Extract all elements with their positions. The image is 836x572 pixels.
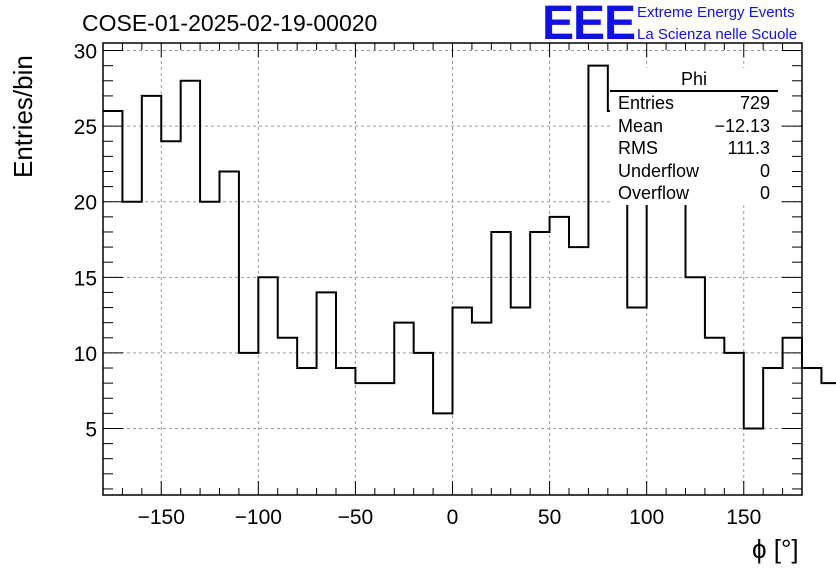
histogram-bin [686,277,705,495]
histogram-bin [355,383,374,495]
logo-line-2: La Scienza nelle Scuole [637,26,798,43]
y-tick-label: 10 [74,343,97,366]
stats-label: Mean [618,115,664,136]
histogram-bin [705,338,724,495]
histogram-bin [647,156,666,495]
stats-value: 0 [759,160,770,181]
x-tick-label: 100 [629,506,664,529]
histogram-bin [122,202,141,495]
histogram-bin [394,323,413,495]
histogram-bin [375,383,394,495]
x-tick-label: −100 [235,506,282,529]
histogram-bin [802,368,821,495]
x-tick-label: 50 [538,506,561,529]
stats-value: 111.3 [727,138,770,158]
stats-value: 0 [759,183,770,203]
stats-row: Mean −12.13 [610,115,778,138]
stats-label: Underflow [618,160,700,181]
chart-title: COSE-01-2025-02-19-00020 [82,10,378,36]
histogram-bin [297,368,316,495]
x-axis-label: ϕ [°] [752,534,799,564]
histogram-bin [181,81,200,495]
x-tick-label: −50 [338,506,374,529]
histogram-bin [783,338,802,495]
histogram-bin [258,277,277,495]
stats-title: Phi [610,68,778,92]
histogram-bin [530,232,549,495]
histogram-bin [161,141,180,495]
histogram-bin [511,308,530,495]
logo-line-1: Extreme Energy Events [637,4,795,21]
histogram-bin [627,308,646,495]
histogram-bin [550,217,569,495]
axes [102,42,803,496]
y-tick-label: 25 [74,116,97,139]
histogram-bin [220,171,239,495]
tick-labels: −150 −100 −50 0 50 100 150 5 10 15 20 25 30 [74,41,762,529]
histogram-bin [744,428,763,495]
stats-box: Phi Entries 729 Mean −12.13 RMS 111.3 Under… [610,68,778,205]
histogram-bin [569,247,588,495]
histogram-bin [491,232,510,495]
histogram-bin [278,338,297,495]
histogram-series [103,64,836,495]
y-tick-label: 5 [85,418,97,441]
histogram-bin [666,202,685,495]
histogram-bin [142,96,161,495]
histogram-bin [239,353,258,495]
histogram-bin [433,413,452,495]
stats-value: 729 [739,93,770,113]
stats-row: Overflow 0 [610,182,778,205]
histogram-bin [472,323,491,495]
histogram-bin [317,292,336,495]
y-tick-label: 30 [74,41,97,64]
histogram-bin [821,383,836,495]
histogram-bin [763,368,782,495]
histogram-bin [103,111,122,495]
x-tick-label: 150 [726,506,761,529]
histogram-bin [200,202,219,495]
histogram-bin [414,353,433,495]
stats-row: Underflow 0 [610,160,778,183]
histogram-bin [724,353,743,495]
histogram-bin [588,66,607,495]
stats-label: Overflow [618,183,690,203]
stats-row: Entries 729 [610,92,778,115]
stats-value: −12.13 [714,115,770,136]
x-tick-label: 0 [447,506,459,529]
stats-row: RMS 111.3 [610,137,778,160]
eee-logo: EEE [542,0,636,50]
x-tick-label: −150 [138,506,185,529]
histogram-bin [336,368,355,495]
stats-label: Entries [618,93,675,113]
y-axis-label: Entries/bin [8,55,38,178]
stats-label: RMS [618,138,658,158]
y-tick-label: 15 [74,267,97,290]
histogram-bin [453,308,472,495]
histogram-outline [103,64,836,430]
y-tick-label: 20 [74,192,97,215]
